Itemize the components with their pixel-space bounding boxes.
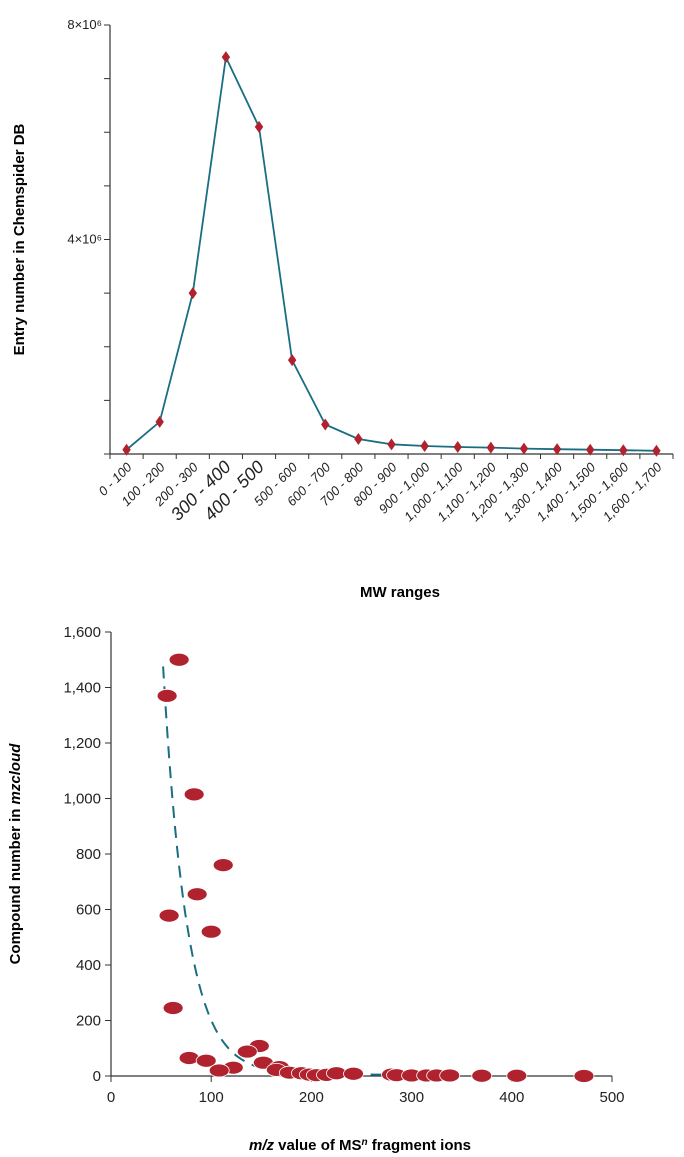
y-tick-label: 400: [76, 957, 101, 974]
x-tick-label: 500: [599, 1089, 624, 1106]
x-axis-title: MW ranges: [360, 584, 440, 600]
data-point: [453, 441, 462, 454]
y-axis-title: Entry number in Chemspider DB: [11, 123, 28, 355]
x-tick-label: 300: [399, 1089, 424, 1106]
data-point: [387, 438, 396, 451]
x-tick-label: 400: [499, 1089, 524, 1106]
data-point: [486, 441, 496, 454]
y-tick-label: 0: [93, 1068, 101, 1085]
data-point: [208, 1063, 230, 1078]
data-point: [188, 287, 197, 300]
y-tick-label: 800: [76, 846, 101, 863]
data-point: [552, 443, 562, 456]
y-tick-label: 1,600: [63, 624, 101, 641]
data-point: [221, 51, 231, 64]
data-point: [471, 1068, 493, 1083]
data-point: [236, 1044, 258, 1059]
data-point: [122, 443, 131, 456]
data-point: [506, 1068, 528, 1083]
data-point: [168, 652, 190, 667]
data-point: [573, 1069, 595, 1083]
data-point: [619, 444, 628, 457]
data-point: [287, 354, 297, 367]
data-point: [354, 432, 363, 445]
data-point: [652, 444, 661, 457]
x-axis-title-part: value of MS: [274, 1137, 362, 1154]
x-axis-title-part: n: [362, 1137, 368, 1148]
data-point: [420, 439, 429, 452]
data-point: [519, 442, 529, 455]
x-axis-title-part: fragment ions: [368, 1137, 471, 1154]
data-point: [162, 1001, 184, 1015]
data-point: [321, 418, 330, 431]
data-point: [343, 1066, 364, 1081]
data-point: [156, 688, 178, 703]
x-tick-label: 200: [299, 1089, 324, 1106]
y-tick-label: 4×10⁶: [67, 232, 102, 247]
data-point: [212, 858, 234, 872]
y-tick-label: 1,000: [63, 791, 101, 808]
x-tick-label: 0: [107, 1089, 115, 1106]
data-point: [439, 1068, 461, 1083]
y-tick-label: 600: [76, 902, 101, 919]
y-axis-title: Compound number in mzcloud: [7, 743, 24, 965]
y-tick-label: 1,400: [63, 680, 101, 697]
x-axis-title: m/z value of MSn fragment ions: [249, 1137, 471, 1155]
trend-line: [162, 666, 452, 1076]
data-point: [183, 787, 205, 802]
data-point: [155, 415, 164, 428]
x-tick-label: 100: [199, 1089, 224, 1106]
data-point: [254, 120, 264, 133]
data-point: [586, 443, 595, 456]
data-point: [195, 1053, 217, 1068]
data-point: [186, 887, 208, 902]
y-tick-label: 8×10⁶: [67, 17, 102, 32]
y-axis-title-part: Compound number in: [7, 804, 24, 964]
y-axis-title-part: mzcloud: [7, 743, 24, 805]
data-point: [200, 924, 222, 939]
data-point: [158, 908, 180, 923]
x-axis-title-part: m/z: [249, 1137, 275, 1154]
y-tick-label: 1,200: [63, 735, 101, 752]
y-tick-label: 200: [76, 1013, 101, 1030]
